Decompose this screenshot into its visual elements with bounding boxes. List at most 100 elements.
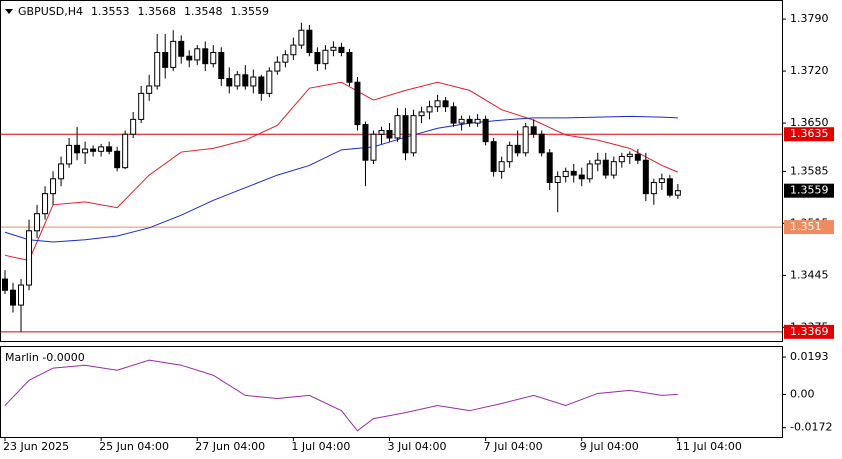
- candle-body: [578, 174, 585, 180]
- candle-body: [218, 52, 225, 80]
- candle-body: [290, 44, 297, 56]
- candle-body: [658, 178, 665, 184]
- x-tick-label: 7 Jul 04:00: [484, 440, 543, 453]
- candle-body: [194, 48, 201, 61]
- candle-body: [210, 52, 217, 65]
- candle-body: [674, 190, 681, 196]
- candle-body: [26, 230, 33, 286]
- candle-body: [594, 159, 601, 165]
- candle-body: [370, 133, 377, 161]
- candle-body: [530, 126, 537, 135]
- x-tick-label: 3 Jul 04:00: [387, 440, 446, 453]
- candle-body: [226, 78, 233, 87]
- chart-title: GBPUSD,H4 1.3553 1.3568 1.3548 1.3559: [18, 5, 269, 18]
- candle-body: [2, 278, 8, 291]
- candle-body: [354, 81, 361, 126]
- candle-body: [522, 126, 529, 154]
- candle-body: [602, 159, 609, 176]
- candle-body: [426, 106, 433, 113]
- candle-body: [258, 76, 265, 94]
- ohlc-value: 1.3568: [137, 5, 176, 18]
- y-tick-label: 1.3445: [790, 268, 829, 281]
- candle-body: [410, 115, 417, 154]
- candle-body: [306, 29, 313, 54]
- candle-body: [242, 74, 249, 87]
- level-label: 1.351: [790, 220, 822, 233]
- candle-body: [642, 159, 649, 195]
- price-label-bg: [784, 183, 834, 198]
- ma-line: [4, 81, 679, 262]
- y-tick-label: 1.3720: [790, 64, 829, 77]
- x-tick-label: 9 Jul 04:00: [580, 440, 639, 453]
- indicator-panel: [0, 346, 783, 438]
- level-label-bg: [784, 324, 834, 339]
- candle-body: [186, 55, 193, 61]
- candle-body: [610, 161, 617, 176]
- candle-body: [106, 146, 113, 152]
- candle-body: [250, 76, 257, 87]
- candle-body: [130, 118, 137, 135]
- ma-line: [4, 115, 678, 243]
- candle-body: [170, 40, 177, 68]
- candle-body: [634, 153, 641, 161]
- x-tick-label: 27 Jun 04:00: [195, 440, 265, 453]
- y-tick-label: 0.00: [790, 387, 815, 400]
- candle-body: [498, 161, 505, 172]
- x-tick-label: 1 Jul 04:00: [291, 440, 350, 453]
- ohlc-value: 1.3548: [184, 5, 223, 18]
- candle-body: [346, 52, 353, 83]
- indicator-title: Marlin -0.0000: [5, 351, 85, 364]
- symbol: GBPUSD,H4: [18, 5, 83, 18]
- candle-body: [274, 61, 281, 72]
- candle-body: [66, 144, 73, 165]
- candle-body: [434, 100, 441, 108]
- candle-body: [202, 48, 209, 65]
- candle-body: [162, 52, 169, 68]
- candle-body: [538, 133, 545, 154]
- candle-body: [98, 146, 105, 152]
- candle-body: [394, 115, 401, 139]
- candle-body: [82, 148, 89, 154]
- y-tick-label: 1.3650: [790, 116, 829, 129]
- indicator-line: [4, 359, 678, 432]
- level-label-bg: [784, 220, 834, 235]
- x-tick-label: 25 Jun 04:00: [99, 440, 169, 453]
- candle-body: [138, 92, 145, 120]
- candle-body: [234, 74, 241, 87]
- candle-body: [666, 178, 673, 196]
- candle-body: [114, 150, 121, 169]
- main-panel: [0, 0, 783, 342]
- menu-arrow: [5, 9, 13, 14]
- ohlc-value: 1.3553: [91, 5, 130, 18]
- candle-body: [514, 144, 521, 154]
- candle-body: [282, 54, 289, 63]
- candle-body: [570, 170, 577, 176]
- y-tick-label: 0.0193: [790, 350, 829, 363]
- y-tick-label: 1.3790: [790, 12, 829, 25]
- candle-body: [490, 141, 497, 172]
- candle-body: [90, 148, 97, 152]
- candle-body: [50, 178, 57, 195]
- candle-body: [418, 111, 425, 117]
- candle-body: [482, 118, 489, 143]
- ohlc-value: 1.3559: [230, 5, 269, 18]
- candle-body: [450, 106, 457, 124]
- candle-body: [506, 144, 513, 163]
- y-tick-label: -0.0172: [790, 421, 832, 434]
- price-label: 1.3559: [790, 184, 829, 197]
- candle-body: [562, 170, 569, 178]
- candle-body: [330, 46, 337, 51]
- candle-body: [154, 52, 161, 87]
- candle-body: [458, 118, 465, 124]
- candle-body: [34, 213, 41, 232]
- level-label-bg: [784, 127, 834, 142]
- y-tick-label: 1.3585: [790, 164, 829, 177]
- candle-body: [378, 130, 385, 135]
- candle-body: [386, 130, 393, 139]
- candle-body: [18, 284, 25, 306]
- candle-body: [554, 176, 561, 184]
- candle-body: [314, 52, 321, 65]
- candle-body: [586, 163, 593, 180]
